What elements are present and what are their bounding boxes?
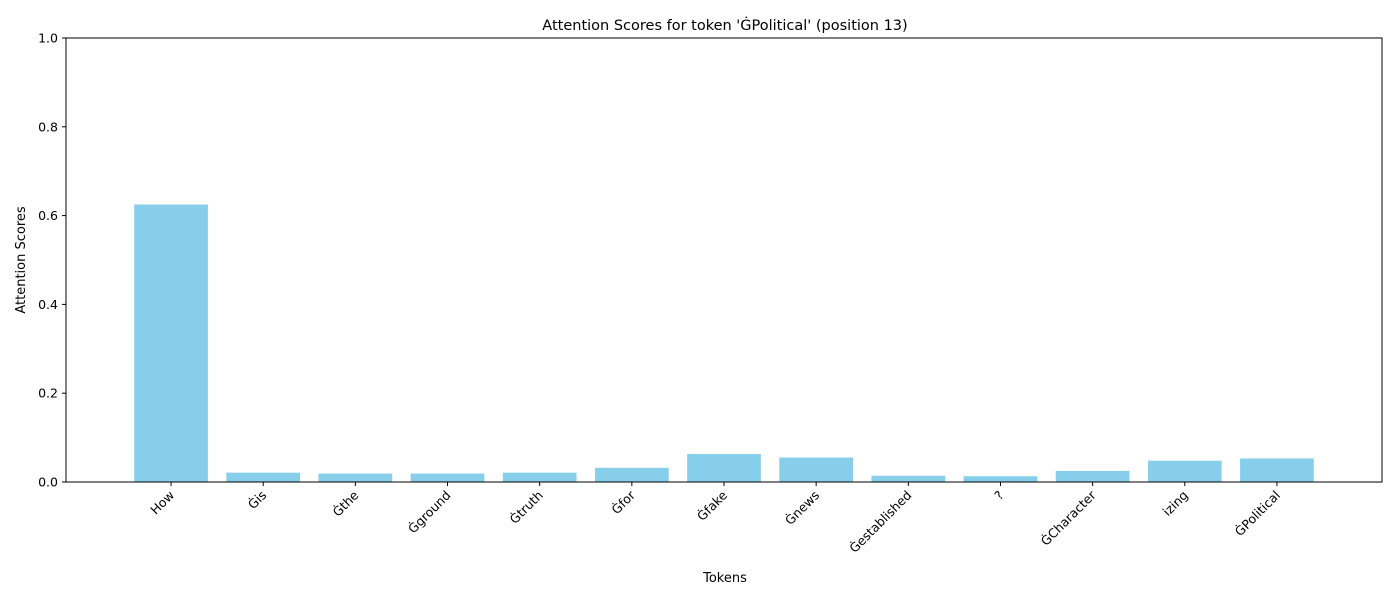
- y-tick-label-2: 0.4: [38, 297, 58, 312]
- x-tick-label-9: ?: [991, 488, 1006, 503]
- x-tick-label-6: Ġfake: [693, 487, 730, 524]
- y-tick-label-1: 0.2: [38, 386, 58, 401]
- bar-7: [779, 457, 854, 482]
- y-tick-label-0: 0.0: [38, 475, 58, 490]
- x-tick-label-10: ĠCharacter: [1037, 486, 1099, 548]
- x-tick-label-11: izing: [1160, 488, 1191, 519]
- x-tick-label-5: Ġfor: [608, 486, 639, 517]
- bar-0: [134, 204, 208, 482]
- bar-10: [1055, 470, 1130, 482]
- bar-12: [1240, 458, 1314, 482]
- x-tick-label-3: Ġground: [404, 487, 453, 536]
- bar-9: [963, 476, 1038, 482]
- y-tick-label-5: 1.0: [38, 31, 58, 46]
- bar-5: [594, 467, 669, 482]
- y-ticks-group: 0.0 0.2 0.4 0.6 0.8 1.0: [38, 31, 66, 490]
- bar-8: [871, 475, 946, 482]
- y-tick-label-3: 0.6: [38, 208, 58, 223]
- bar-1: [226, 472, 301, 482]
- x-tick-label-1: Ġis: [244, 487, 269, 512]
- x-tick-label-7: Ġnews: [781, 487, 822, 528]
- chart-title: Attention Scores for token 'ĠPolitical' …: [542, 16, 907, 34]
- x-axis-label: Tokens: [702, 571, 747, 586]
- y-axis-label: Attention Scores: [14, 206, 29, 314]
- x-tick-label-0: How: [147, 488, 177, 518]
- bar-11: [1147, 460, 1222, 482]
- x-ticks-group: How Ġis Ġthe Ġground Ġtruth Ġfor Ġfake Ġnews Ġes…: [147, 482, 1283, 556]
- bar-6: [687, 454, 761, 482]
- x-tick-label-8: Ġestablished: [846, 487, 915, 556]
- x-tick-label-2: Ġthe: [329, 487, 362, 520]
- x-tick-label-12: ĠPolitical: [1231, 487, 1283, 539]
- bar-3: [410, 473, 485, 482]
- bar-4: [502, 472, 577, 482]
- y-tick-label-4: 0.8: [38, 119, 58, 134]
- bar-2: [318, 473, 393, 482]
- plot-frame: [65, 37, 1383, 483]
- x-tick-label-4: Ġtruth: [506, 487, 546, 527]
- bars-group: [134, 204, 1314, 482]
